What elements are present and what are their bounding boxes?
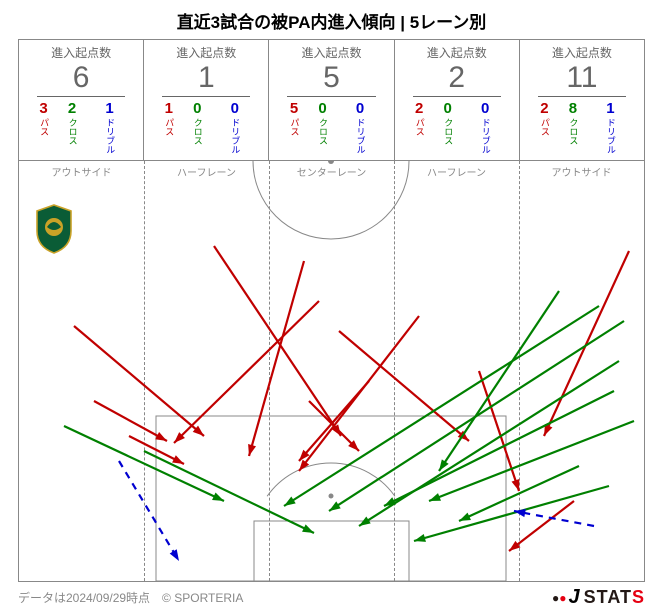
- pitch-area: アウトサイドハーフレーンセンターレーンハーフレーンアウトサイド: [18, 160, 645, 582]
- lane-name-label: アウトサイド: [19, 161, 144, 179]
- lane-labels-row: アウトサイドハーフレーンセンターレーンハーフレーンアウトサイド: [19, 161, 644, 179]
- entry-arrow: [384, 391, 614, 506]
- entry-arrow: [339, 331, 469, 441]
- entry-arrow: [144, 451, 314, 533]
- stat-total: 6: [37, 61, 125, 97]
- pitch-svg: [19, 161, 644, 581]
- stat-cross: 0クロス: [434, 101, 461, 154]
- stat-breakdown: 5パス 0クロス0ドリブル: [271, 101, 391, 158]
- entry-arrow: [514, 509, 594, 526]
- entry-arrow: [509, 501, 574, 551]
- stat-dribble: 1ドリブル: [92, 101, 128, 154]
- entry-arrow: [544, 251, 629, 436]
- stat-pass: 1パス: [160, 101, 178, 154]
- stat-dribble: 0ドリブル: [342, 101, 378, 154]
- stat-pass: 2パス: [535, 101, 553, 154]
- stat-cross: 2クロス: [59, 101, 86, 154]
- stat-breakdown: 2パス 0クロス0ドリブル: [397, 101, 517, 158]
- lane-stat-cell: 進入起点数1 1パス 0クロス0ドリブル: [144, 40, 269, 160]
- stat-cross: 0クロス: [309, 101, 336, 154]
- lane-name-label: センターレーン: [269, 161, 394, 179]
- stat-breakdown: 1パス 0クロス0ドリブル: [146, 101, 266, 158]
- lane-stat-cell: 進入起点数11 2パス 8クロス1ドリブル: [520, 40, 644, 160]
- entry-arrow: [248, 261, 304, 456]
- entry-arrow: [439, 291, 559, 471]
- stat-label: 進入起点数: [271, 44, 391, 61]
- stat-label: 進入起点数: [21, 44, 141, 61]
- lane-name-label: ハーフレーン: [144, 161, 269, 179]
- logo-stats: STATS: [584, 587, 645, 608]
- stat-pass: 2パス: [410, 101, 428, 154]
- logo-dot-icon: ●: [559, 591, 566, 605]
- logo-j: J: [569, 586, 580, 609]
- stat-pass: 3パス: [35, 101, 53, 154]
- team-badge: [33, 203, 75, 255]
- stat-dribble: 0ドリブル: [467, 101, 503, 154]
- stat-total: 1: [162, 61, 250, 97]
- stat-dribble: 1ドリブル: [592, 101, 628, 154]
- stat-total: 5: [287, 61, 375, 97]
- lane-stat-cell: 進入起点数6 3パス 2クロス1ドリブル: [19, 40, 144, 160]
- chart-title: 直近3試合の被PA内進入傾向 | 5レーン別: [18, 8, 645, 33]
- stat-total: 2: [413, 61, 501, 97]
- entry-arrow: [299, 316, 419, 471]
- stat-label: 進入起点数: [146, 44, 266, 61]
- stat-cross: 0クロス: [184, 101, 211, 154]
- footer-text: データは2024/09/29時点 © SPORTERIA: [18, 589, 243, 606]
- entry-arrow: [284, 306, 599, 506]
- stat-breakdown: 3パス 2クロス1ドリブル: [21, 101, 141, 158]
- stat-pass: 5パス: [285, 101, 303, 154]
- logo-dot-icon: ●: [552, 591, 559, 605]
- stat-total: 11: [538, 61, 626, 97]
- footer: データは2024/09/29時点 © SPORTERIA ● ● J STATS: [18, 582, 645, 609]
- stat-dribble: 0ドリブル: [217, 101, 253, 154]
- lane-stat-cell: 進入起点数2 2パス 0クロス0ドリブル: [395, 40, 520, 160]
- lane-name-label: ハーフレーン: [394, 161, 519, 179]
- stat-breakdown: 2パス 8クロス1ドリブル: [522, 101, 642, 158]
- stat-cross: 8クロス: [559, 101, 586, 154]
- jstats-logo: ● ● J STATS: [552, 586, 645, 609]
- lane-stat-cell: 進入起点数5 5パス 0クロス0ドリブル: [269, 40, 394, 160]
- entry-arrow: [64, 426, 224, 501]
- entry-arrow: [359, 361, 619, 526]
- lane-stats-row: 進入起点数63パス2クロス1ドリブル進入起点数11パス0クロス0ドリブル進入起点…: [18, 39, 645, 160]
- lane-name-label: アウトサイド: [519, 161, 644, 179]
- chart-container: 直近3試合の被PA内進入傾向 | 5レーン別 進入起点数63パス2クロス1ドリブ…: [0, 0, 663, 615]
- stat-label: 進入起点数: [522, 44, 642, 61]
- stat-label: 進入起点数: [397, 44, 517, 61]
- entry-arrow: [74, 326, 204, 436]
